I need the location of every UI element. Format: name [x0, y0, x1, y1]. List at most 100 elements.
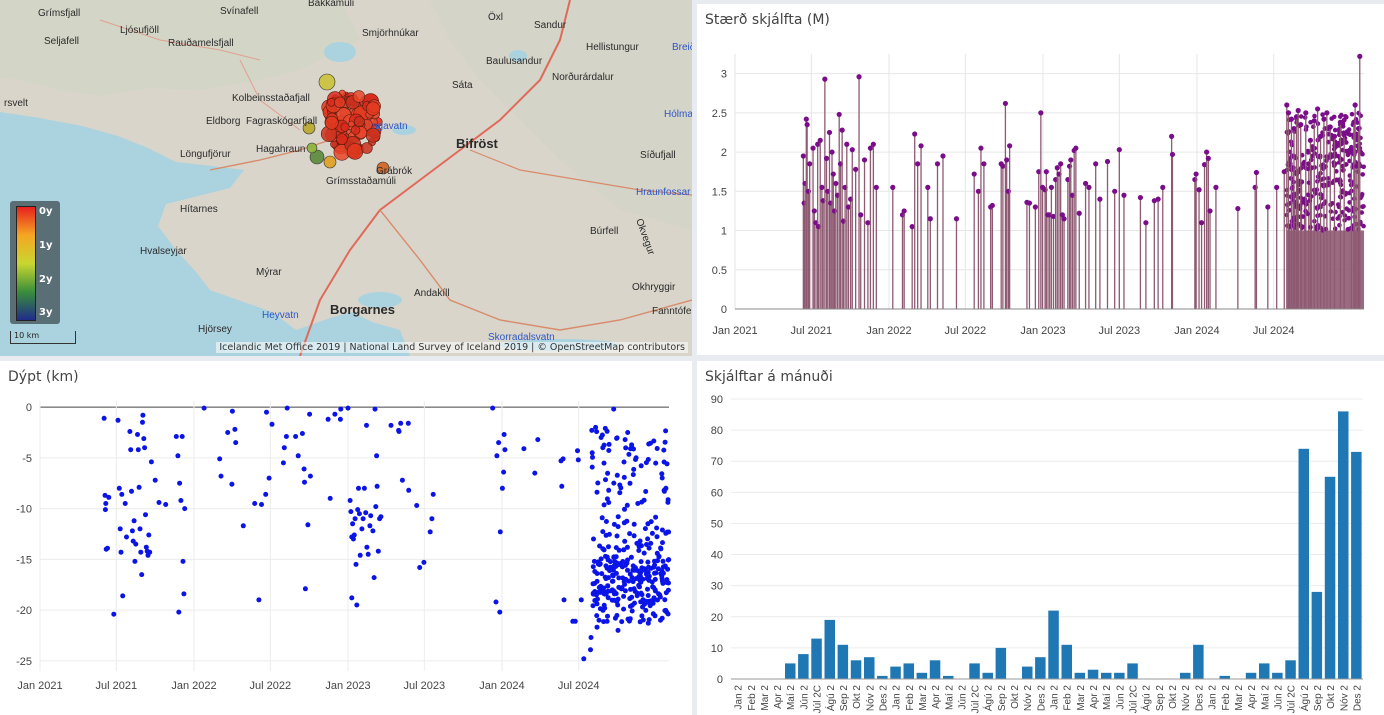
depth-point[interactable] [575, 448, 580, 454]
depth-point[interactable] [644, 599, 650, 605]
magnitude-point[interactable] [1344, 148, 1349, 154]
depth-point[interactable] [631, 586, 637, 592]
depth-point[interactable] [603, 553, 608, 559]
depth-point[interactable] [359, 526, 365, 532]
magnitude-point[interactable] [1038, 110, 1044, 116]
depth-point[interactable] [115, 417, 121, 423]
depth-point[interactable] [611, 554, 617, 560]
depth-point[interactable] [307, 411, 313, 417]
depth-point[interactable] [364, 544, 370, 550]
depth-point[interactable] [594, 429, 600, 435]
month-bar[interactable] [969, 663, 980, 679]
month-bar[interactable] [1351, 451, 1362, 679]
magnitude-point[interactable] [1235, 205, 1241, 212]
quake-marker[interactable] [352, 90, 366, 103]
depth-point[interactable] [135, 447, 141, 453]
depth-point[interactable] [266, 475, 272, 481]
depth-point[interactable] [606, 544, 611, 550]
depth-point[interactable] [350, 536, 356, 542]
magnitude-point[interactable] [1311, 118, 1317, 124]
magnitude-point[interactable] [1193, 171, 1199, 177]
depth-point[interactable] [560, 456, 566, 462]
depth-point[interactable] [135, 432, 140, 437]
depth-point[interactable] [281, 445, 287, 451]
magnitude-point[interactable] [1207, 208, 1213, 214]
depth-point[interactable] [625, 567, 630, 573]
magnitude-point[interactable] [1312, 113, 1317, 119]
depth-point[interactable] [414, 503, 420, 508]
depth-point[interactable] [637, 619, 643, 625]
magnitude-point[interactable] [1002, 100, 1009, 107]
depth-point[interactable] [606, 575, 611, 581]
depth-point[interactable] [663, 428, 669, 434]
month-bar[interactable] [1035, 657, 1046, 679]
depth-point[interactable] [361, 485, 367, 491]
depth-point[interactable] [163, 502, 169, 507]
depth-point[interactable] [301, 466, 307, 472]
month-bar[interactable] [877, 675, 888, 679]
depth-point[interactable] [592, 581, 598, 586]
magnitude-point[interactable] [1104, 158, 1111, 165]
depth-point[interactable] [600, 529, 606, 535]
depth-point[interactable] [175, 453, 181, 459]
month-bar[interactable] [929, 660, 941, 679]
depth-point[interactable] [182, 506, 188, 512]
depth-point[interactable] [353, 561, 359, 567]
magnitude-point[interactable] [836, 111, 842, 118]
quake-marker[interactable] [309, 149, 325, 165]
magnitude-point[interactable] [934, 161, 941, 167]
depth-point[interactable] [622, 588, 628, 594]
quake-marker[interactable] [336, 133, 348, 145]
depth-point[interactable] [662, 564, 668, 570]
magnitude-point[interactable] [1048, 184, 1054, 190]
depth-point[interactable] [496, 440, 502, 446]
depth-point[interactable] [589, 427, 595, 433]
depth-point[interactable] [597, 606, 603, 612]
magnitude-point[interactable] [1360, 172, 1365, 177]
magnitude-point[interactable] [819, 184, 825, 190]
depth-point[interactable] [337, 416, 343, 422]
magnitude-point[interactable] [1004, 157, 1010, 163]
depth-point[interactable] [502, 447, 508, 453]
depth-point[interactable] [660, 540, 665, 546]
depth-point[interactable] [133, 541, 139, 547]
depth-point[interactable] [332, 411, 338, 417]
magnitude-point[interactable] [829, 149, 835, 155]
magnitude-point[interactable] [804, 122, 810, 128]
depth-point[interactable] [614, 613, 620, 618]
magnitude-point[interactable] [1330, 180, 1335, 185]
depth-point[interactable] [660, 570, 666, 576]
quake-marker[interactable] [302, 121, 316, 135]
quake-marker[interactable] [326, 98, 336, 107]
magnitude-point[interactable] [1314, 205, 1320, 210]
depth-point[interactable] [614, 435, 620, 441]
magnitude-point[interactable] [909, 224, 915, 230]
magnitude-point[interactable] [1082, 180, 1089, 187]
depth-point[interactable] [629, 442, 635, 448]
depth-point[interactable] [259, 502, 264, 507]
magnitude-point[interactable] [1137, 194, 1144, 201]
depth-point[interactable] [140, 419, 145, 425]
depth-point[interactable] [521, 446, 527, 452]
depth-point[interactable] [590, 454, 595, 460]
magnitude-point[interactable] [1344, 162, 1349, 167]
depth-point[interactable] [599, 432, 605, 438]
depth-point[interactable] [604, 428, 610, 434]
depth-point[interactable] [252, 501, 258, 506]
depth-point[interactable] [181, 591, 187, 597]
depth-point[interactable] [590, 564, 596, 570]
depth-point[interactable] [601, 585, 607, 591]
depth-point[interactable] [618, 485, 624, 491]
depth-point[interactable] [613, 545, 619, 551]
magnitude-point[interactable] [1300, 214, 1306, 219]
quake-marker[interactable] [340, 122, 350, 132]
depth-point[interactable] [666, 557, 672, 563]
month-bar[interactable] [1285, 660, 1296, 679]
depth-point[interactable] [639, 499, 645, 505]
depth-point[interactable] [660, 558, 666, 564]
depth-point[interactable] [355, 507, 361, 513]
depth-point[interactable] [575, 457, 581, 463]
depth-point[interactable] [307, 473, 313, 479]
depth-point[interactable] [654, 534, 660, 540]
month-bar[interactable] [903, 663, 915, 679]
